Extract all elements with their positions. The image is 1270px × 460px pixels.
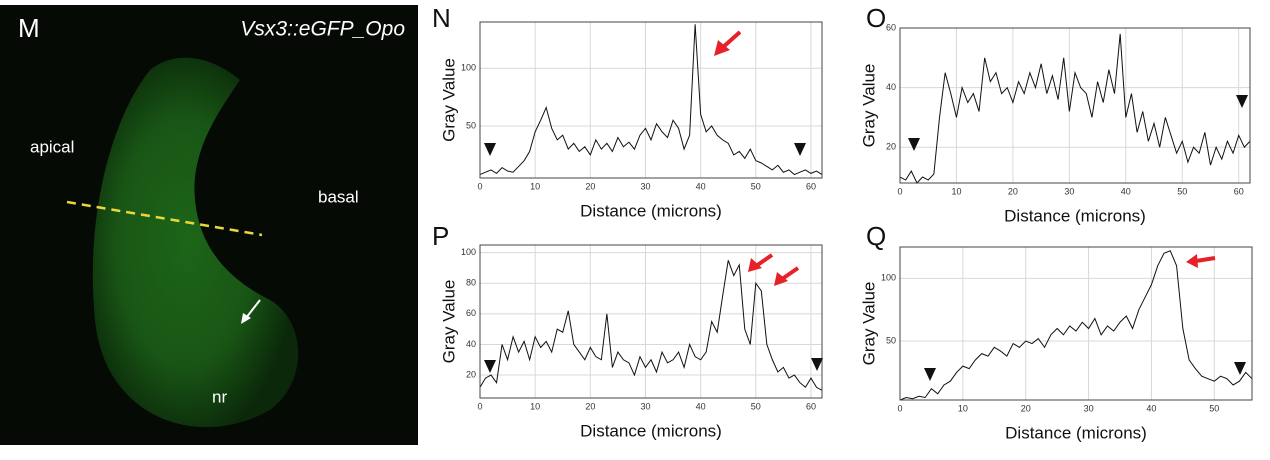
plot-area xyxy=(900,247,1252,400)
x-tick-label: 20 xyxy=(585,401,595,411)
y-tick-label: 50 xyxy=(886,335,896,345)
y-tick-label: 40 xyxy=(466,339,476,349)
panel-label: N xyxy=(432,3,451,33)
x-axis-label: Distance (microns) xyxy=(580,201,722,220)
x-tick-label: 60 xyxy=(806,401,816,411)
x-tick-label: 60 xyxy=(806,181,816,191)
x-tick-label: 10 xyxy=(530,401,540,411)
y-tick-label: 80 xyxy=(466,278,476,288)
red-arrow xyxy=(748,253,774,272)
x-tick-label: 30 xyxy=(1064,186,1074,196)
y-axis-label: Gray Value xyxy=(439,280,458,364)
axes-frame xyxy=(899,246,1253,401)
x-tick-label: 50 xyxy=(1177,186,1187,196)
y-tick-label: 20 xyxy=(466,369,476,379)
plot-area xyxy=(900,28,1250,183)
x-tick-label: 20 xyxy=(1008,186,1018,196)
x-tick-label: 10 xyxy=(951,186,961,196)
arrowhead xyxy=(484,360,496,373)
x-tick-label: 0 xyxy=(897,403,902,413)
profile-line xyxy=(479,260,823,391)
y-tick-label: 20 xyxy=(886,142,896,152)
x-tick-label: 30 xyxy=(640,401,650,411)
x-tick-label: 30 xyxy=(1084,403,1094,413)
x-tick-label: 50 xyxy=(751,401,761,411)
panel-label: O xyxy=(866,3,886,33)
x-tick-label: 0 xyxy=(477,401,482,411)
red-arrow xyxy=(1186,254,1216,268)
x-tick-label: 20 xyxy=(1021,403,1031,413)
x-tick-label: 20 xyxy=(585,181,595,191)
arrowhead xyxy=(484,143,496,156)
axes-frame xyxy=(479,244,823,399)
arrowhead xyxy=(1236,95,1248,108)
red-arrow xyxy=(774,266,800,286)
red-arrow xyxy=(714,30,742,56)
plot-area xyxy=(480,245,822,398)
arrowhead xyxy=(924,368,936,381)
x-tick-label: 40 xyxy=(696,401,706,411)
x-tick-label: 0 xyxy=(897,186,902,196)
image-panel: M Vsx3::eGFP_Opo apical basal nr xyxy=(0,5,418,445)
x-axis-label: Distance (microns) xyxy=(1004,206,1146,225)
y-axis-label: Gray Value xyxy=(859,64,878,148)
arrowhead xyxy=(794,143,806,156)
profile-line xyxy=(66,200,263,237)
x-tick-label: 60 xyxy=(1234,186,1244,196)
annotations xyxy=(714,30,1216,286)
white-arrowhead xyxy=(241,313,251,324)
y-tick-label: 100 xyxy=(461,247,476,257)
panel-label: M xyxy=(18,13,40,43)
y-tick-label: 50 xyxy=(466,120,476,130)
retina-tissue xyxy=(92,57,299,428)
profile-line xyxy=(899,250,1253,401)
x-tick-label: 40 xyxy=(1121,186,1131,196)
image-title: Vsx3::eGFP_Opo xyxy=(240,18,405,41)
x-tick-label: 50 xyxy=(1209,403,1219,413)
y-tick-label: 40 xyxy=(886,82,896,92)
profile-line xyxy=(899,33,1251,184)
plot-area xyxy=(480,22,822,178)
y-tick-label: 100 xyxy=(881,273,896,283)
x-tick-label: 40 xyxy=(696,181,706,191)
axes-frame xyxy=(479,21,823,179)
white-arrow xyxy=(245,299,261,319)
y-tick-label: 100 xyxy=(461,63,476,73)
x-tick-label: 40 xyxy=(1146,403,1156,413)
arrowhead xyxy=(908,138,920,151)
x-tick-label: 10 xyxy=(530,181,540,191)
arrowhead xyxy=(811,358,823,371)
y-axis-label: Gray Value xyxy=(859,282,878,366)
label-apical: apical xyxy=(30,137,74,156)
x-axis-label: Distance (microns) xyxy=(580,421,722,440)
panel-label: Q xyxy=(866,221,886,251)
y-axis-label: Gray Value xyxy=(439,58,458,142)
x-axis-label: Distance (microns) xyxy=(1005,423,1147,442)
arrowheads xyxy=(484,95,1248,381)
label-nr: nr xyxy=(212,387,227,406)
y-tick-label: 60 xyxy=(466,308,476,318)
arrowhead xyxy=(1234,362,1246,375)
x-tick-label: 0 xyxy=(477,181,482,191)
label-basal: basal xyxy=(318,187,359,206)
panel-label: P xyxy=(432,221,449,251)
profile-line xyxy=(479,24,823,176)
axes-frame xyxy=(899,27,1251,184)
x-tick-label: 50 xyxy=(751,181,761,191)
x-tick-label: 10 xyxy=(958,403,968,413)
y-tick-label: 60 xyxy=(886,22,896,32)
x-tick-label: 30 xyxy=(640,181,650,191)
